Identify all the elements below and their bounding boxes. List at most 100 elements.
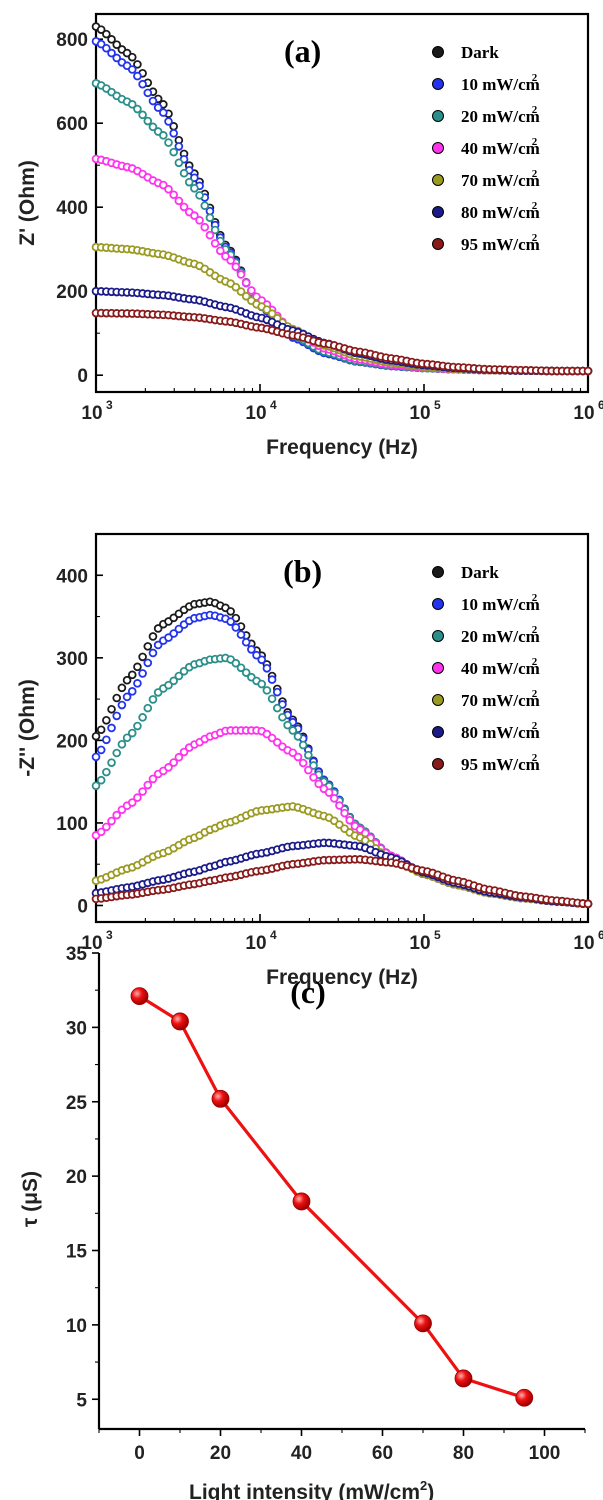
data-point	[190, 211, 199, 220]
data-point	[184, 177, 194, 187]
data-point	[247, 286, 256, 295]
data-point	[112, 693, 122, 703]
data-point	[169, 676, 178, 686]
data-point	[174, 142, 184, 151]
data-point	[267, 675, 277, 684]
data-point	[293, 752, 303, 762]
tau-data-point	[454, 1369, 473, 1388]
data-point	[236, 287, 246, 296]
data-point	[96, 775, 106, 785]
data-point	[153, 103, 163, 112]
legend-marker	[432, 46, 444, 58]
panel-label: (c)	[290, 974, 326, 1010]
x-tick-label: 0	[134, 1443, 145, 1464]
y-tick-label: 0	[77, 366, 88, 387]
y-axis-title: -Z'' (Ohm)	[16, 679, 39, 776]
data-point	[143, 642, 153, 651]
data-point	[133, 60, 142, 69]
plot-frame	[94, 12, 590, 394]
x-tick-label: 10	[573, 933, 594, 954]
data-point	[293, 732, 303, 741]
data-point	[179, 747, 189, 757]
legend-marker	[432, 78, 444, 90]
data-point	[288, 726, 298, 735]
data-point	[210, 239, 220, 248]
data-point	[102, 716, 111, 725]
data-point	[112, 40, 122, 49]
legend-label: 20 mW/cm	[461, 627, 540, 646]
data-point	[236, 270, 246, 279]
data-point	[164, 680, 173, 690]
data-point	[190, 184, 199, 193]
data-point	[164, 117, 173, 126]
legend-label: Dark	[461, 563, 499, 582]
x-axis-title-main: Light intensity (mW/cm	[189, 1481, 420, 1500]
y-tick-label: 5	[76, 1390, 87, 1411]
data-point	[122, 692, 132, 702]
legend-marker	[432, 758, 444, 770]
data-point	[148, 774, 158, 784]
y-tick-label: 200	[56, 282, 88, 303]
data-point	[127, 728, 137, 738]
y-tick-label: 30	[66, 1018, 87, 1039]
data-point	[153, 640, 163, 650]
x-axis-title: Light intensity (mW/cm2)	[189, 1478, 434, 1500]
data-point	[179, 202, 189, 212]
data-point	[304, 765, 313, 775]
data-point	[179, 168, 189, 178]
x-axis-title: Frequency (Hz)	[266, 436, 418, 459]
data-point	[107, 35, 116, 44]
y-tick-label: 0	[77, 896, 88, 917]
plot-frame	[94, 532, 590, 924]
data-point	[200, 222, 210, 232]
data-point	[107, 758, 116, 767]
y-tick-label: 35	[66, 944, 88, 965]
data-point	[174, 671, 184, 681]
data-point	[252, 650, 261, 660]
legend-label-sup: 2	[532, 656, 538, 668]
x-tick-exponent: 3	[106, 928, 113, 942]
data-point	[148, 632, 158, 641]
data-point	[241, 637, 251, 647]
data-point	[247, 645, 256, 654]
legend-marker	[432, 630, 444, 642]
data-point	[190, 173, 199, 183]
data-point	[267, 309, 277, 319]
data-point	[231, 262, 241, 272]
x-tick-exponent: 5	[434, 928, 441, 942]
y-tick-label: 600	[56, 114, 88, 135]
data-point	[112, 53, 122, 63]
data-point	[272, 738, 282, 747]
data-point	[267, 733, 277, 743]
data-point	[107, 704, 116, 714]
y-tick-label: 800	[56, 30, 88, 51]
data-point	[148, 122, 158, 132]
x-tick-label: 80	[453, 1443, 474, 1464]
x-tick-exponent: 6	[598, 928, 603, 942]
data-point	[226, 617, 235, 626]
legend-label-sup: 2	[532, 72, 538, 84]
data-point	[169, 147, 178, 157]
legend-label: 80 mW/cm	[461, 203, 540, 222]
x-axis-title: Frequency (Hz)	[266, 966, 418, 989]
data-point	[96, 745, 106, 755]
data-point	[169, 190, 178, 200]
data-point	[143, 116, 153, 126]
data-point	[257, 655, 267, 665]
series-6	[91, 308, 593, 376]
y-tick-label: 10	[66, 1316, 87, 1337]
data-point	[159, 131, 168, 140]
x-tick-label: 60	[372, 1443, 393, 1464]
legend-marker	[432, 726, 444, 738]
data-point	[164, 763, 173, 772]
data-point	[102, 822, 111, 832]
x-axis-title-end: )	[427, 1481, 434, 1500]
data-point	[122, 675, 132, 685]
tau-data-point	[211, 1089, 230, 1108]
legend-label: 80 mW/cm	[461, 723, 540, 742]
y-tick-label: 300	[56, 649, 88, 670]
data-point	[174, 624, 184, 634]
y-tick-label: 200	[56, 731, 88, 752]
y-tick-label: 100	[56, 814, 88, 835]
legend-label-sup: 2	[532, 720, 538, 732]
